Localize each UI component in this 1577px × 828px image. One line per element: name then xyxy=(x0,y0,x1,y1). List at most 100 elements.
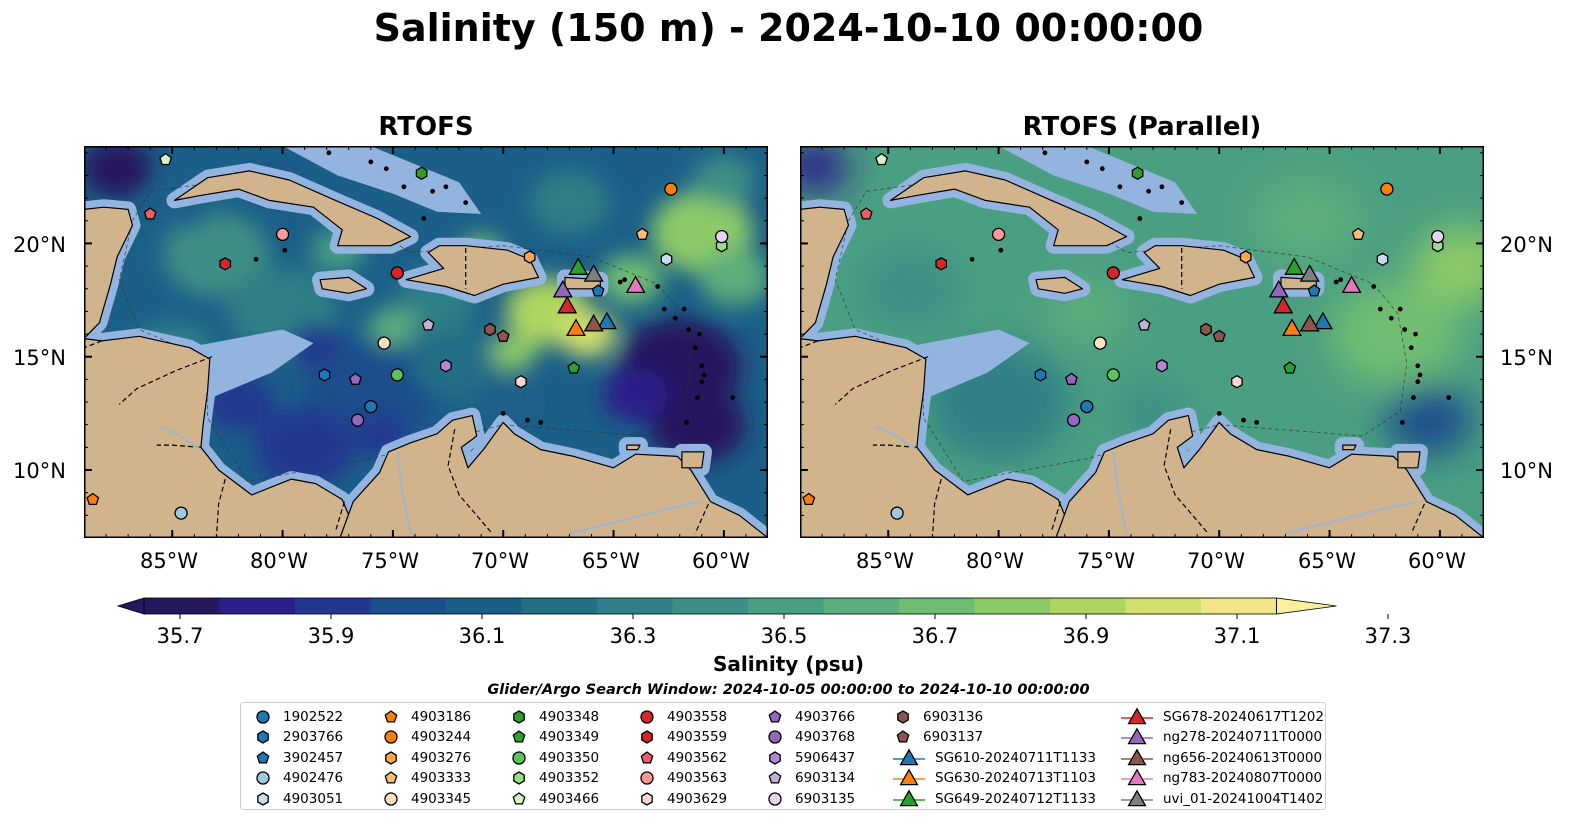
legend-marker-pentagon-icon xyxy=(256,750,270,764)
salinity-eddy xyxy=(800,146,849,193)
colorbar-tick: 35.7 xyxy=(156,624,204,648)
lon-tick-label: 65°W xyxy=(582,549,640,573)
platform-marker-triangle xyxy=(557,295,578,314)
island xyxy=(686,327,691,332)
legend-label: SG678-20240617T1202 xyxy=(1163,708,1324,725)
salinity-eddy xyxy=(648,385,746,464)
legend-label: 4903558 xyxy=(667,708,728,725)
legend-label: ng278-20240711T0000 xyxy=(1163,729,1323,745)
national-border xyxy=(800,340,818,349)
land-hispaniola xyxy=(405,245,540,297)
island xyxy=(697,331,702,337)
salinity-eddy xyxy=(1164,312,1275,401)
legend-marker-pentagon-icon xyxy=(640,750,654,764)
colorbar-bin xyxy=(521,598,598,614)
colorbar-tick: 36.5 xyxy=(760,624,808,648)
legend-label: 5906437 xyxy=(795,749,856,766)
colorbar-tick-labels: 35.7 35.9 36.1 36.3 36.5 36.7 36.9 37.1 … xyxy=(0,624,1577,652)
colorbar-tick: 35.9 xyxy=(307,624,355,648)
platform-marker-hexagon xyxy=(523,250,536,264)
legend-marker xyxy=(896,730,910,743)
legend-marker xyxy=(384,730,398,744)
legend-label: 4903766 xyxy=(795,708,856,725)
legend-marker-hexagon-icon xyxy=(257,791,269,806)
shelf-bahamas xyxy=(282,146,482,214)
colorbar-bin xyxy=(1201,598,1278,614)
platform-marker-pentagon xyxy=(1307,284,1321,297)
island xyxy=(1099,166,1105,172)
lon-tick-label: 75°W xyxy=(1077,549,1135,573)
island xyxy=(655,284,661,289)
legend-marker-triangle-icon xyxy=(1121,727,1153,745)
island xyxy=(1388,315,1394,321)
national-border xyxy=(1050,501,1061,532)
colorbar-bin xyxy=(672,598,749,614)
platform-marker-triangle xyxy=(625,275,646,294)
island xyxy=(1117,184,1123,190)
national-border xyxy=(215,478,226,538)
lat-tick-label: 10°N xyxy=(13,459,66,483)
platform-marker-hexagon xyxy=(440,359,452,373)
legend-label: 3902457 xyxy=(283,749,344,766)
legend-marker xyxy=(768,771,782,784)
platform-marker-pentagon xyxy=(159,152,173,166)
legend-marker xyxy=(1127,768,1147,786)
legend-marker-pentagon-icon xyxy=(768,771,782,784)
platform-marker-triangle xyxy=(1273,295,1294,314)
legend-item: 4903559 xyxy=(637,727,727,748)
legend-marker-circle-icon xyxy=(768,730,782,744)
lat-tick-label: 20°N xyxy=(13,233,66,257)
colorbar-bin xyxy=(144,598,221,614)
map-panel-rtofs xyxy=(84,146,768,538)
platform-marker-circle xyxy=(1080,399,1094,414)
legend-marker xyxy=(640,771,654,785)
legend-item: 4903186 xyxy=(381,706,471,727)
platform-marker-hexagon xyxy=(1239,250,1252,264)
platform-marker-pentagon xyxy=(1064,372,1078,385)
land-jamaica xyxy=(1035,276,1083,294)
legend-marker xyxy=(513,709,525,724)
island xyxy=(695,395,700,400)
legend-marker xyxy=(1127,747,1147,765)
legend-marker xyxy=(512,730,526,743)
legend-marker xyxy=(897,709,909,724)
island xyxy=(1179,200,1185,205)
platform-marker-pentagon xyxy=(1212,329,1226,342)
island xyxy=(383,166,389,172)
legend-item: 4903276 xyxy=(381,747,471,768)
legend-marker xyxy=(899,788,919,806)
national-border xyxy=(834,356,929,405)
platform-marker-circle xyxy=(1106,368,1120,382)
island xyxy=(1254,420,1260,425)
legend-marker xyxy=(385,750,397,765)
national-border xyxy=(931,478,942,538)
island xyxy=(730,395,736,400)
legend-item: SG610-20240711T1133 xyxy=(893,747,1096,768)
platform-marker-circle xyxy=(1106,266,1120,280)
legend-marker-hexagon-icon xyxy=(513,709,525,724)
legend-label: SG630-20240713T1103 xyxy=(935,770,1096,786)
legend-label: 4903563 xyxy=(667,770,728,786)
platform-marker-triangle xyxy=(565,318,587,337)
legend-item: 6903134 xyxy=(765,768,855,789)
platform-marker-triangle xyxy=(583,313,604,332)
legend-item: 4903768 xyxy=(765,727,855,748)
legend-label: 4903350 xyxy=(539,749,600,766)
legend-label: 4903466 xyxy=(539,790,600,807)
salinity-eddy xyxy=(410,322,508,401)
island xyxy=(1042,150,1048,156)
national-border xyxy=(1410,503,1425,534)
colorbar xyxy=(116,597,1389,619)
salinity-eddy xyxy=(600,255,663,305)
legend-marker xyxy=(769,750,781,765)
platform-marker-triangle xyxy=(568,257,589,275)
platform-marker-triangle xyxy=(1281,318,1303,337)
island xyxy=(1371,284,1377,289)
island xyxy=(661,306,667,312)
lat-tick-label: 10°N xyxy=(1500,459,1553,483)
national-border xyxy=(872,444,917,448)
legend-marker xyxy=(640,750,654,764)
island xyxy=(1333,279,1339,285)
legend-item: 5906437 xyxy=(765,747,855,768)
colorbar-tick: 37.3 xyxy=(1364,624,1412,648)
